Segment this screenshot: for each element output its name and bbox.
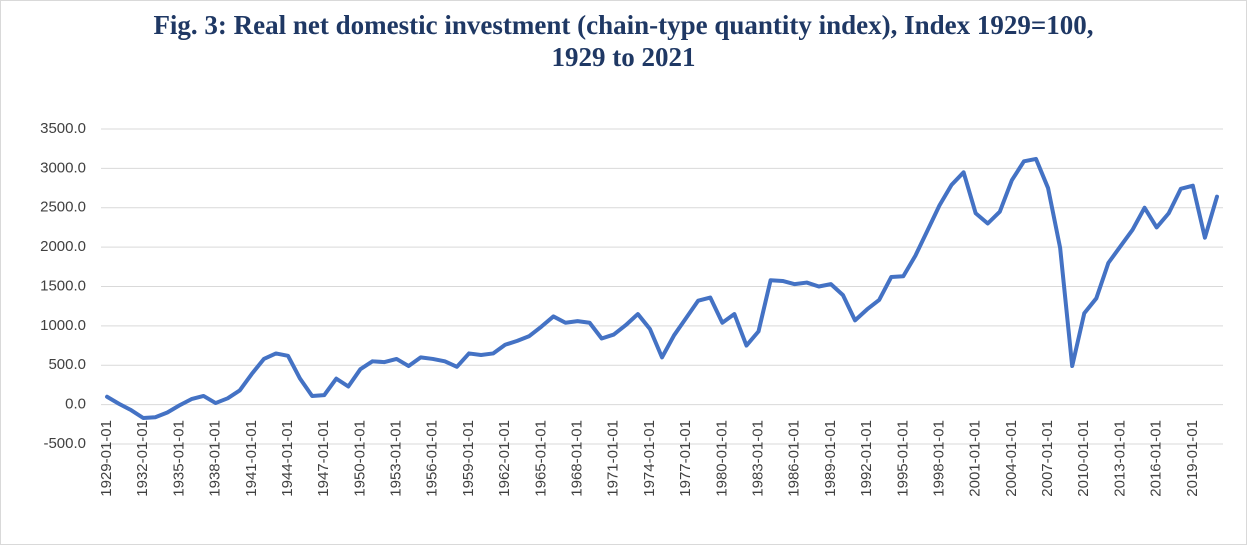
x-tick-label: 1929-01-01 xyxy=(98,420,115,497)
x-tick-label: 2019-01-01 xyxy=(1184,420,1201,497)
chart-title: Fig. 3: Real net domestic investment (ch… xyxy=(153,10,1094,72)
data-line xyxy=(105,156,1219,421)
y-tick-label: -500.0 xyxy=(43,435,86,452)
x-tick-label: 1959-01-01 xyxy=(460,420,477,497)
x-tick-label: 1935-01-01 xyxy=(170,420,187,497)
x-tick-label: 1974-01-01 xyxy=(641,420,658,497)
x-tick-label: 1995-01-01 xyxy=(894,420,911,497)
x-tick-label: 2016-01-01 xyxy=(1148,420,1165,497)
x-tick-label: 1980-01-01 xyxy=(713,420,730,497)
y-tick-label: 2500.0 xyxy=(40,199,86,216)
x-tick-label: 2004-01-01 xyxy=(1003,420,1020,497)
x-tick-label: 2013-01-01 xyxy=(1111,420,1128,497)
x-tick-label: 1962-01-01 xyxy=(496,420,513,497)
y-tick-label: 1500.0 xyxy=(40,277,86,294)
x-tick-label: 1977-01-01 xyxy=(677,420,694,497)
x-tick-label: 2007-01-01 xyxy=(1039,420,1056,497)
x-tick-label: 1944-01-01 xyxy=(279,420,296,497)
x-tick-label: 2001-01-01 xyxy=(967,420,984,497)
x-tick-label: 1965-01-01 xyxy=(532,420,549,497)
x-tick-label: 1971-01-01 xyxy=(605,420,622,497)
x-tick-label: 1938-01-01 xyxy=(207,420,224,497)
y-tick-label: 500.0 xyxy=(48,356,86,373)
x-tick-label: 1932-01-01 xyxy=(134,420,151,497)
x-tick-label: 1989-01-01 xyxy=(822,420,839,497)
x-tick-label: 1986-01-01 xyxy=(786,420,803,497)
x-tick-label: 1950-01-01 xyxy=(351,420,368,497)
x-tick-label: 1956-01-01 xyxy=(424,420,441,497)
y-tick-label: 3500.0 xyxy=(40,120,86,137)
y-tick-label: 0.0 xyxy=(65,396,86,413)
y-tick-label: 3000.0 xyxy=(40,159,86,176)
x-tick-label: 1998-01-01 xyxy=(930,420,947,497)
x-tick-label: 1953-01-01 xyxy=(388,420,405,497)
y-tick-label: 1000.0 xyxy=(40,317,86,334)
y-tick-label: 2000.0 xyxy=(40,238,86,255)
x-tick-label: 1983-01-01 xyxy=(749,420,766,497)
x-tick-label: 1941-01-01 xyxy=(243,420,260,497)
x-tick-label: 1992-01-01 xyxy=(858,420,875,497)
x-tick-label: 2010-01-01 xyxy=(1075,420,1092,497)
x-tick-label: 1968-01-01 xyxy=(569,420,586,497)
x-tick-label: 1947-01-01 xyxy=(315,420,332,497)
